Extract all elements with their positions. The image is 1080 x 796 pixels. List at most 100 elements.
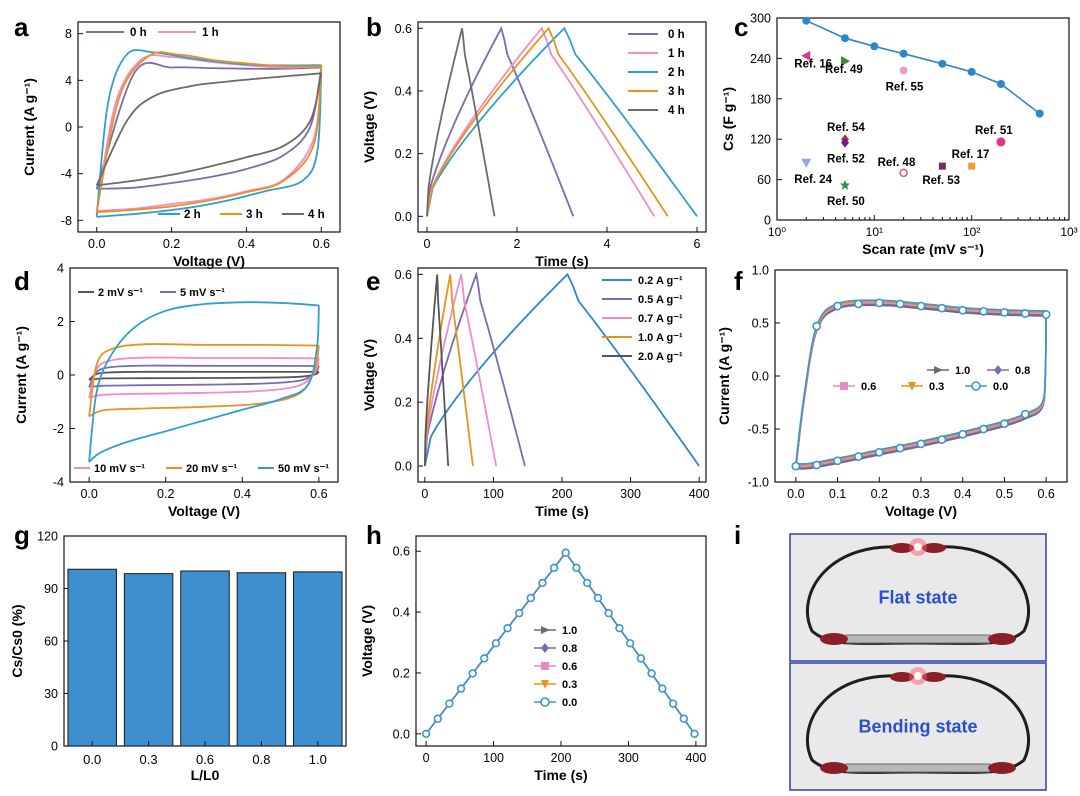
x-tick-label: 0.1 (829, 487, 846, 501)
x-tick-label: 10³ (1060, 225, 1077, 239)
x-tick-label: 0.6 (1037, 487, 1054, 501)
gcd-curve (425, 551, 696, 735)
y-tick-label: 90 (44, 582, 58, 596)
ref-marker (938, 162, 946, 170)
legend-label: 1 h (668, 48, 685, 60)
gcd-curve (425, 551, 696, 735)
gcd-curve (424, 274, 450, 467)
clip (890, 672, 914, 682)
cs-point (841, 34, 850, 43)
series-marker (540, 697, 550, 707)
y-axis-label: Current (A g⁻¹) (716, 327, 732, 425)
panel-letter-h: h (366, 520, 382, 550)
cs-point (938, 59, 947, 68)
ref-label: Ref. 51 (975, 125, 1013, 137)
panel-i: i Flat state Bending state (734, 520, 1047, 791)
photo-bending-state: Bending state (789, 662, 1047, 791)
bar (67, 568, 117, 747)
legend-label: 1.0 (562, 625, 577, 637)
series-marker (625, 639, 635, 648)
series-marker (874, 447, 884, 457)
cs-point (899, 49, 908, 58)
clip (988, 762, 1016, 774)
y-tick-label: -0.5 (747, 423, 769, 437)
ref-label: Ref. 55 (886, 82, 924, 94)
device-strip (845, 763, 991, 773)
gcd-curve (424, 270, 526, 467)
legend-label: 0.6 (562, 661, 577, 673)
clip (988, 633, 1016, 645)
legend-label: 0 h (130, 27, 147, 39)
series-marker (1041, 310, 1051, 319)
y-tick-label: 30 (44, 687, 58, 701)
ref-label: Ref. 49 (825, 64, 863, 76)
y-tick-label: 60 (44, 635, 58, 649)
x-axis-label: Time (s) (535, 253, 588, 269)
x-tick-label: 0.6 (196, 752, 214, 767)
cv-curve-lower (88, 345, 320, 418)
x-tick-label: 0.2 (163, 237, 180, 251)
cv-curve-upper (88, 301, 319, 462)
legend-label: 0.8 (1015, 365, 1030, 377)
series-marker (456, 684, 466, 693)
y-tick-label: -4 (53, 476, 64, 490)
x-tick-label: 4 (604, 237, 611, 251)
panel-d: 0.0 0.2 0.4 0.6 -4 -2 0 2 4 Voltage (V) Current (A… (13, 262, 339, 519)
series-marker (445, 699, 454, 708)
y-tick-label: 120 (37, 530, 58, 544)
series-marker (1000, 419, 1009, 429)
gcd-curve (425, 551, 696, 735)
series-marker (541, 662, 549, 670)
y-tick-label: 0.0 (393, 727, 410, 741)
series-marker (561, 548, 570, 557)
x-axis-label: Time (s) (534, 767, 587, 783)
series-marker (937, 303, 947, 313)
series-marker (491, 639, 501, 648)
panel-letter-c: c (734, 12, 748, 42)
series-marker (1020, 309, 1030, 318)
y-axis-label: Voltage (V) (361, 339, 377, 411)
legend-label: 50 mV s⁻¹ (278, 463, 329, 475)
x-tick-label: 10¹ (866, 225, 883, 239)
led (914, 543, 922, 551)
y-tick-label: 0.2 (393, 666, 410, 680)
x-axis-label: L/L0 (191, 767, 220, 783)
panel-a: 0.0 0.2 0.4 0.6 -8 -4 0 4 8 Voltage (V) Current (A… (14, 12, 341, 269)
y-tick-label: 0 (764, 214, 771, 228)
y-tick-label: 0.0 (395, 460, 412, 474)
cv-curve-lower (96, 73, 323, 187)
cv-curve-lower (89, 371, 320, 381)
cs-point (1035, 109, 1044, 118)
panel-letter-d: d (14, 266, 30, 296)
series-marker (812, 460, 822, 470)
x-axis-label: Scan rate (mV s⁻¹) (862, 241, 984, 257)
legend-label: 3 h (246, 209, 263, 221)
y-axis-label: Voltage (V) (359, 605, 375, 677)
y-tick-label: 0.0 (752, 370, 769, 384)
x-tick-label: 0.6 (313, 237, 330, 251)
series-marker (514, 608, 524, 618)
ref-label: Ref. 17 (952, 149, 990, 161)
x-axis-label: Voltage (V) (168, 503, 240, 519)
ref-marker (801, 158, 812, 168)
cs-point (870, 42, 879, 51)
gcd-curve (424, 272, 700, 467)
ref-label: Ref. 24 (794, 174, 832, 186)
x-tick-label: 0.2 (871, 487, 888, 501)
legend-label: 2.0 A g⁻¹ (638, 351, 683, 363)
cv-curve-upper (88, 356, 319, 398)
clip (820, 762, 848, 774)
panel-letter-b: b (366, 12, 382, 42)
ref-marker (841, 137, 850, 148)
series-marker (979, 424, 988, 434)
bar (180, 570, 230, 747)
x-tick-label: 2 (514, 237, 521, 251)
legend-label: 2 h (184, 209, 201, 221)
series-marker (538, 578, 547, 588)
series-marker (480, 654, 489, 663)
x-tick-label: 0.4 (954, 487, 971, 501)
cv-curve-upper (95, 72, 322, 186)
y-tick-label: 0.6 (393, 545, 410, 559)
legend-label: 10 mV s⁻¹ (94, 463, 145, 475)
bar (236, 572, 287, 747)
